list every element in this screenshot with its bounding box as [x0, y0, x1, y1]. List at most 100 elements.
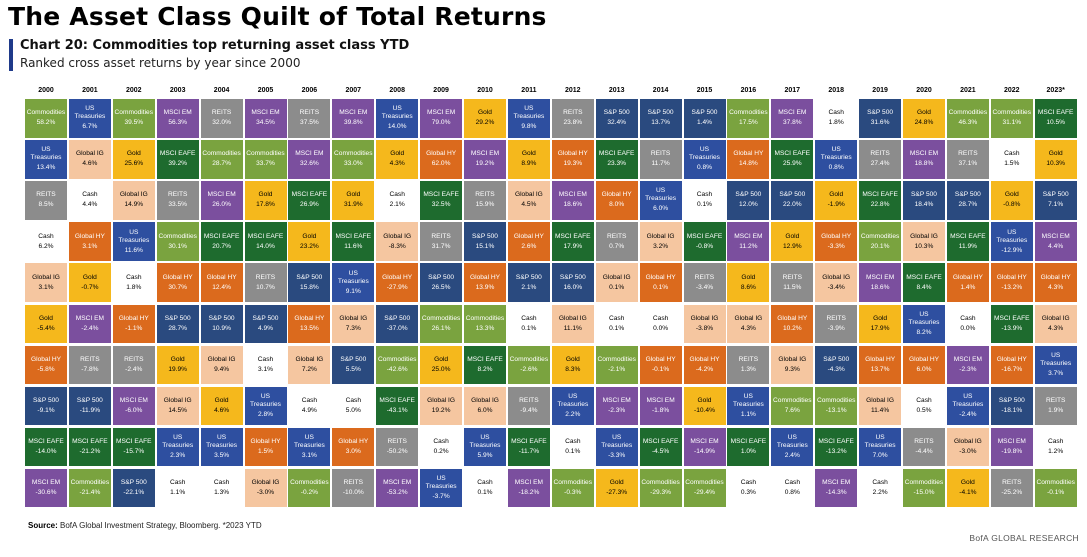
return-value: 0.0%: [960, 324, 976, 332]
return-value: 29.2%: [475, 119, 495, 127]
quilt-cell: MSCI EM -14.3%: [815, 468, 858, 508]
quilt-cell: REITS 31.7%: [420, 222, 463, 261]
quilt-cell: MSCI EAFE 39.2%: [156, 140, 199, 179]
return-value: -4.1%: [959, 489, 977, 497]
asset-label: S&P 500: [296, 273, 323, 281]
asset-label: Global IG: [32, 273, 60, 281]
asset-label: MSCI EM: [339, 109, 368, 117]
asset-label: Global HY: [908, 355, 940, 363]
return-value: -0.7%: [81, 283, 99, 291]
quilt-cell: REITS 11.5%: [771, 263, 814, 302]
return-value: 0.7%: [609, 242, 625, 250]
quilt-cell: Global IG 10.3%: [903, 222, 945, 261]
quilt-cell: Global IG 4.3%: [727, 304, 770, 344]
asset-label: Commodities: [509, 355, 549, 363]
asset-label: US Treasuries: [162, 434, 194, 450]
return-value: 9.8%: [521, 123, 537, 131]
return-value: 1.4%: [960, 283, 976, 291]
return-value: 9.1%: [345, 287, 361, 295]
asset-label: S&P 500: [559, 273, 586, 281]
return-value: -14.3%: [825, 489, 847, 497]
quilt-cell: S&P 500 28.7%: [156, 304, 199, 344]
return-value: 4.9%: [257, 324, 274, 332]
asset-label: Cash: [38, 232, 54, 240]
quilt-cell: MSCI EM -30.6%: [25, 468, 67, 508]
quilt-cell: Gold -0.8%: [990, 181, 1033, 220]
return-value: 46.3%: [958, 119, 978, 127]
asset-label: Commodities: [553, 479, 593, 487]
return-value: 12.0%: [739, 201, 758, 209]
quilt-cell: Gold 8.6%: [727, 263, 770, 302]
return-value: -3.9%: [827, 324, 845, 332]
asset-label: Commodities: [26, 109, 66, 117]
asset-label: Gold: [1004, 191, 1019, 199]
year-header: 2015: [696, 87, 713, 94]
asset-label: Global HY: [952, 273, 983, 281]
asset-label: MSCI EM: [383, 479, 412, 487]
return-value: 2.3%: [170, 452, 186, 460]
quilt-cell: MSCI EM 18.6%: [551, 181, 594, 220]
return-value: -3.4%: [827, 283, 845, 291]
asset-label: Gold: [1048, 150, 1063, 158]
quilt-cell: Cash 0.1%: [464, 468, 506, 508]
return-value: 11.9%: [958, 242, 977, 250]
return-value: 17.9%: [563, 242, 583, 250]
quilt-cell: Cash 1.1%: [156, 468, 199, 508]
return-value: 1.1%: [740, 410, 756, 418]
return-value: -3.0%: [256, 489, 275, 497]
asset-label: Cash: [960, 314, 976, 322]
asset-label: MSCI EM: [997, 438, 1026, 446]
asset-label: MSCI EM: [163, 109, 192, 117]
asset-label: Global HY: [338, 438, 369, 446]
quilt-cell: MSCI EAFE 11.6%: [332, 222, 375, 261]
asset-label: Gold: [346, 191, 361, 199]
asset-label: MSCI EAFE: [511, 438, 547, 446]
quilt-cell: MSCI EM 32.6%: [288, 140, 331, 179]
quilt-cell: S&P 500 -11.9%: [68, 386, 111, 426]
asset-label: REITS: [475, 191, 495, 199]
asset-label: REITS: [211, 109, 232, 117]
quilt-cell: Global IG 3.2%: [639, 222, 682, 261]
return-value: 3.2%: [653, 242, 669, 250]
quilt-cell: REITS -7.8%: [68, 345, 111, 385]
asset-label: S&P 500: [384, 314, 411, 322]
quilt-cell: Commodities 26.1%: [420, 304, 463, 344]
asset-label: MSCI EAFE: [994, 314, 1030, 322]
return-value: 1.5%: [1004, 160, 1020, 168]
return-value: 11.6%: [124, 246, 143, 254]
asset-label: Commodities: [114, 109, 154, 117]
return-value: -53.2%: [386, 489, 408, 497]
return-value: 17.9%: [870, 324, 890, 332]
return-value: 8.5%: [38, 201, 54, 209]
return-value: 0.1%: [477, 489, 493, 497]
quilt-cell: Gold -10.4%: [683, 386, 726, 426]
asset-label: MSCI EAFE: [203, 232, 240, 240]
asset-label: Commodities: [70, 479, 110, 487]
quilt-cell: US Treasuries 2.8%: [244, 386, 287, 426]
quilt-cell: Cash 0.1%: [551, 427, 594, 467]
year-header: 2008: [389, 87, 405, 94]
return-value: -30.6%: [35, 489, 57, 497]
return-value: 16.0%: [563, 283, 583, 291]
return-value: -4.5%: [651, 448, 670, 456]
asset-label: US Treasuries: [645, 187, 677, 203]
quilt-cell: S&P 500 32.4%: [595, 99, 638, 138]
asset-label: S&P 500: [1042, 191, 1069, 199]
return-value: -4.3%: [827, 365, 845, 373]
return-value: 0.1%: [609, 324, 625, 332]
asset-label: Global HY: [601, 191, 632, 199]
quilt-cell: Commodities 31.1%: [990, 99, 1033, 138]
quilt-cell: MSCI EM -19.8%: [990, 427, 1033, 467]
return-value: 23.8%: [563, 119, 583, 127]
asset-label: Gold: [565, 355, 580, 363]
quilt-cell: Gold -0.7%: [68, 263, 111, 302]
quilt-cell: REITS -10.0%: [332, 468, 375, 508]
quilt-cell: S&P 500 16.0%: [551, 263, 594, 302]
year-header: 2012: [565, 87, 581, 94]
return-value: 0.3%: [740, 489, 756, 497]
year-header: 2019: [872, 87, 888, 94]
asset-label: US Treasuries: [206, 434, 238, 450]
brand-footer: BofA GLOBAL RESEARCH: [969, 533, 1079, 543]
quilt-cell: MSCI EAFE 8.2%: [464, 345, 506, 385]
return-value: -6.0%: [125, 406, 143, 414]
